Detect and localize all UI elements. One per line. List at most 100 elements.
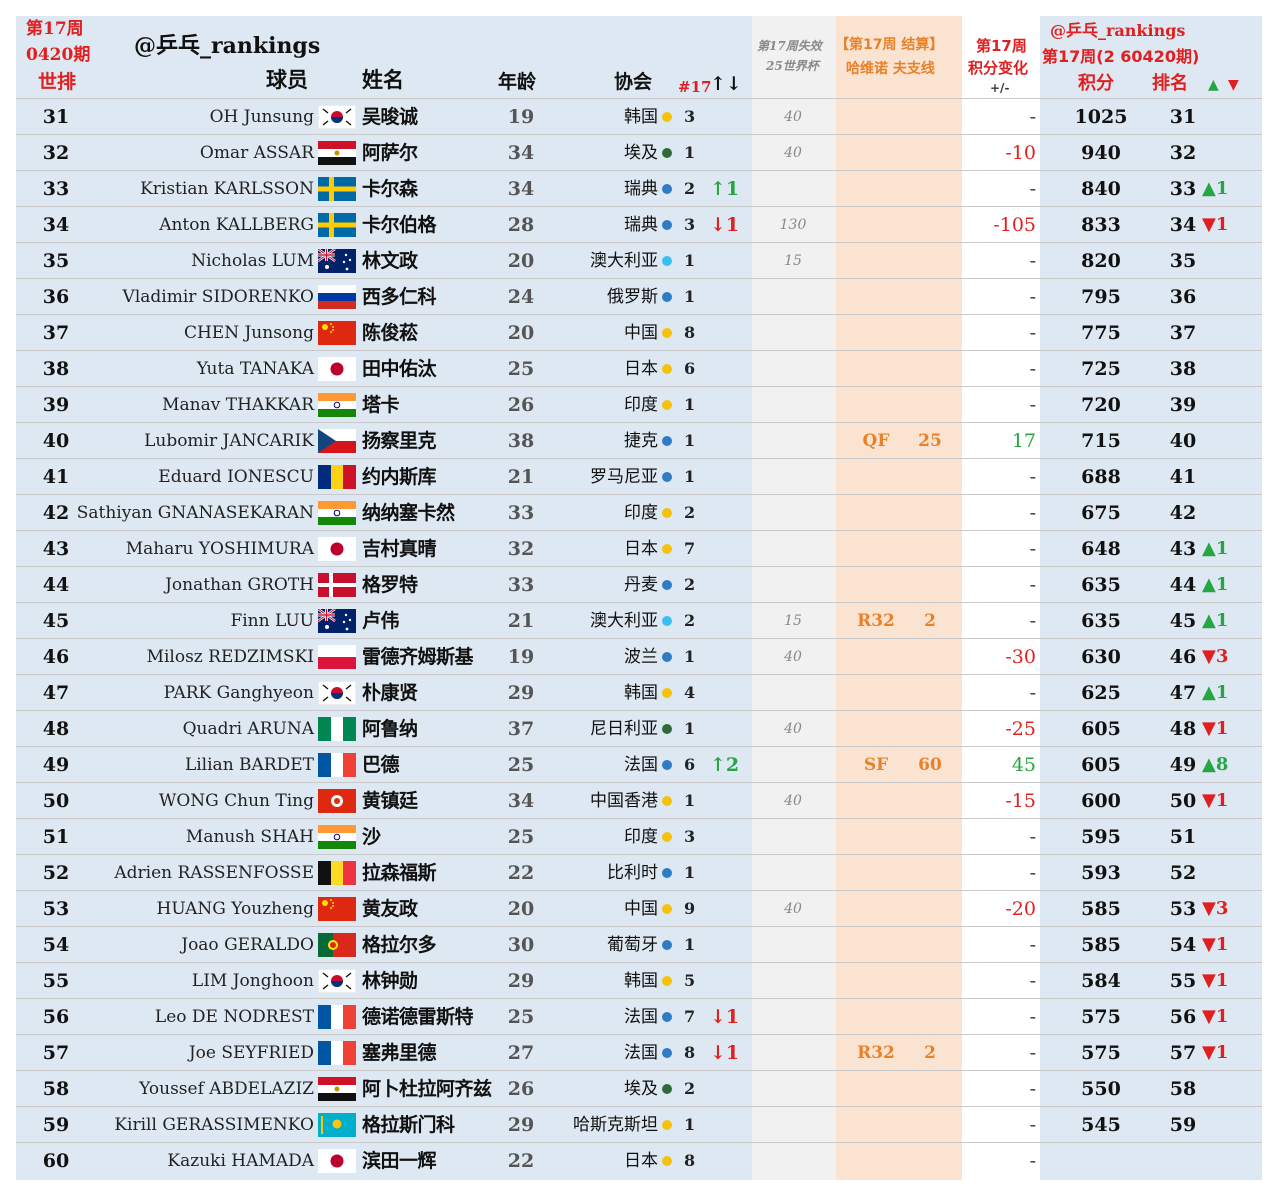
period-label: 0420期 bbox=[26, 45, 91, 65]
table-row: 40 Lubomir JANCARIK 扬察里克 38 捷克 1 QF 25 17 715 40 bbox=[16, 422, 1262, 459]
new-rank: 35 bbox=[1169, 250, 1197, 272]
expire-title: 第17周失效 bbox=[757, 39, 822, 53]
world-rank: 47 bbox=[42, 682, 70, 704]
association-name: 中国 bbox=[624, 323, 658, 343]
new-rank: 58 bbox=[1169, 1078, 1197, 1100]
player-english-name: Milosz REDZIMSKI bbox=[146, 647, 314, 667]
points-change: - bbox=[1029, 466, 1036, 488]
new-rank: 46 bbox=[1169, 646, 1197, 668]
flag-ng-icon bbox=[318, 717, 356, 741]
new-rank: 45 bbox=[1169, 610, 1197, 632]
association-dot-icon bbox=[662, 1048, 672, 1058]
points-change: -10 bbox=[1005, 142, 1036, 164]
world-rank: 53 bbox=[42, 898, 70, 920]
new-rank: 33 bbox=[1169, 178, 1197, 200]
player-english-name: Youssef ABDELAZIZ bbox=[139, 1079, 314, 1099]
player-english-name: Leo DE NODREST bbox=[154, 1007, 314, 1027]
points-change: -25 bbox=[1005, 718, 1036, 740]
world-rank: 60 bbox=[42, 1150, 70, 1172]
total-points: 820 bbox=[1081, 250, 1121, 272]
association-name: 埃及 bbox=[624, 143, 658, 163]
flag-dk-icon bbox=[318, 573, 356, 597]
player-age: 25 bbox=[507, 826, 535, 848]
association-name: 尼日利亚 bbox=[590, 719, 658, 739]
association-name: 埃及 bbox=[624, 1079, 658, 1099]
table-row: 35 Nicholas LUM 林文政 20 澳大利亚 1 15 - 820 35 bbox=[16, 242, 1262, 279]
player-english-name: WONG Chun Ting bbox=[158, 791, 314, 811]
points-change: 45 bbox=[1011, 754, 1036, 776]
total-points: 575 bbox=[1081, 1006, 1121, 1028]
player-english-name: Kristian KARLSSON bbox=[140, 179, 314, 199]
new-rank: 41 bbox=[1169, 466, 1197, 488]
association-dot-icon bbox=[662, 508, 672, 518]
player-english-name: OH Junsung bbox=[209, 107, 314, 127]
total-points: 585 bbox=[1081, 934, 1121, 956]
table-row: 55 LIM Jonghoon 林钟勋 29 韩国 5-584 55 ▼1 bbox=[16, 962, 1262, 999]
association-count: 8 bbox=[684, 1151, 696, 1170]
player-chinese-name: 卢伟 bbox=[362, 610, 400, 632]
association-count: 2 bbox=[684, 611, 696, 630]
world-rank-label: 世排 bbox=[38, 71, 77, 93]
association-dot-icon bbox=[662, 616, 672, 626]
total-points: 725 bbox=[1081, 358, 1121, 380]
flag-fr-icon bbox=[318, 1005, 356, 1029]
association-count: 1 bbox=[684, 647, 696, 666]
count-trend: ↑2 bbox=[710, 754, 740, 776]
association-count: 1 bbox=[684, 935, 696, 954]
association-dot-icon bbox=[662, 904, 672, 914]
new-rank: 54 bbox=[1169, 934, 1197, 956]
new-rank: 34 bbox=[1169, 214, 1197, 236]
total-points: 715 bbox=[1081, 430, 1121, 452]
points-change: 17 bbox=[1011, 430, 1036, 452]
association-name: 韩国 bbox=[624, 683, 658, 703]
change-pm: +/- bbox=[990, 81, 1010, 95]
flag-cn-icon bbox=[318, 321, 356, 345]
world-rank: 39 bbox=[42, 394, 70, 416]
new-rank: 57 bbox=[1169, 1042, 1197, 1064]
rank-movement: ▲1 bbox=[1202, 574, 1229, 595]
association-name: 比利时 bbox=[607, 863, 658, 883]
total-points: 575 bbox=[1081, 1042, 1121, 1064]
player-english-name: Eduard IONESCU bbox=[158, 467, 314, 487]
world-rank: 58 bbox=[42, 1078, 70, 1100]
col-rank: 排名 bbox=[1152, 73, 1188, 94]
association-dot-icon bbox=[662, 148, 672, 158]
association-name: 法国 bbox=[624, 1007, 658, 1027]
player-english-name: Anton KALLBERG bbox=[159, 215, 314, 235]
points-change: - bbox=[1029, 1042, 1036, 1064]
player-chinese-name: 巴德 bbox=[362, 754, 400, 776]
player-chinese-name: 林文政 bbox=[362, 250, 418, 272]
player-chinese-name: 林钟勋 bbox=[362, 970, 418, 992]
white-band-change bbox=[962, 16, 1040, 1180]
total-points: 775 bbox=[1081, 322, 1121, 344]
period-right: 第17周(2 60420期) bbox=[1042, 47, 1200, 66]
player-english-name: Jonathan GROTH bbox=[165, 575, 314, 595]
world-rank: 52 bbox=[42, 862, 70, 884]
player-english-name: Joao GERALDO bbox=[181, 935, 314, 955]
points-change: - bbox=[1029, 862, 1036, 884]
world-rank: 40 bbox=[42, 430, 70, 452]
association-name: 日本 bbox=[624, 539, 658, 559]
flag-kr-icon bbox=[318, 681, 356, 705]
flag-hk-icon bbox=[318, 789, 356, 813]
expiring-points: 130 bbox=[779, 217, 807, 233]
association-dot-icon bbox=[662, 1120, 672, 1130]
count-trend: ↓1 bbox=[710, 1042, 740, 1064]
association-count: 1 bbox=[684, 431, 696, 450]
flag-pl-icon bbox=[318, 645, 356, 669]
up-mark: ▲ bbox=[1208, 77, 1219, 93]
expiring-points: 40 bbox=[784, 109, 802, 125]
new-rank: 48 bbox=[1169, 718, 1197, 740]
total-points: 720 bbox=[1081, 394, 1121, 416]
col-assoc: 协会 bbox=[614, 71, 653, 93]
flag-in-icon bbox=[318, 825, 356, 849]
association-dot-icon bbox=[662, 796, 672, 806]
rank-movement: ▲1 bbox=[1202, 178, 1229, 199]
table-row: 44 Jonathan GROTH 格罗特 33 丹麦 2-635 44 ▲1 bbox=[16, 566, 1262, 603]
player-chinese-name: 吴晙诚 bbox=[362, 106, 418, 128]
flag-be-icon bbox=[318, 861, 356, 885]
rank-movement: ▼3 bbox=[1202, 898, 1229, 919]
event-result: QF bbox=[862, 431, 890, 451]
association-dot-icon bbox=[662, 1012, 672, 1022]
total-points: 584 bbox=[1081, 970, 1121, 992]
